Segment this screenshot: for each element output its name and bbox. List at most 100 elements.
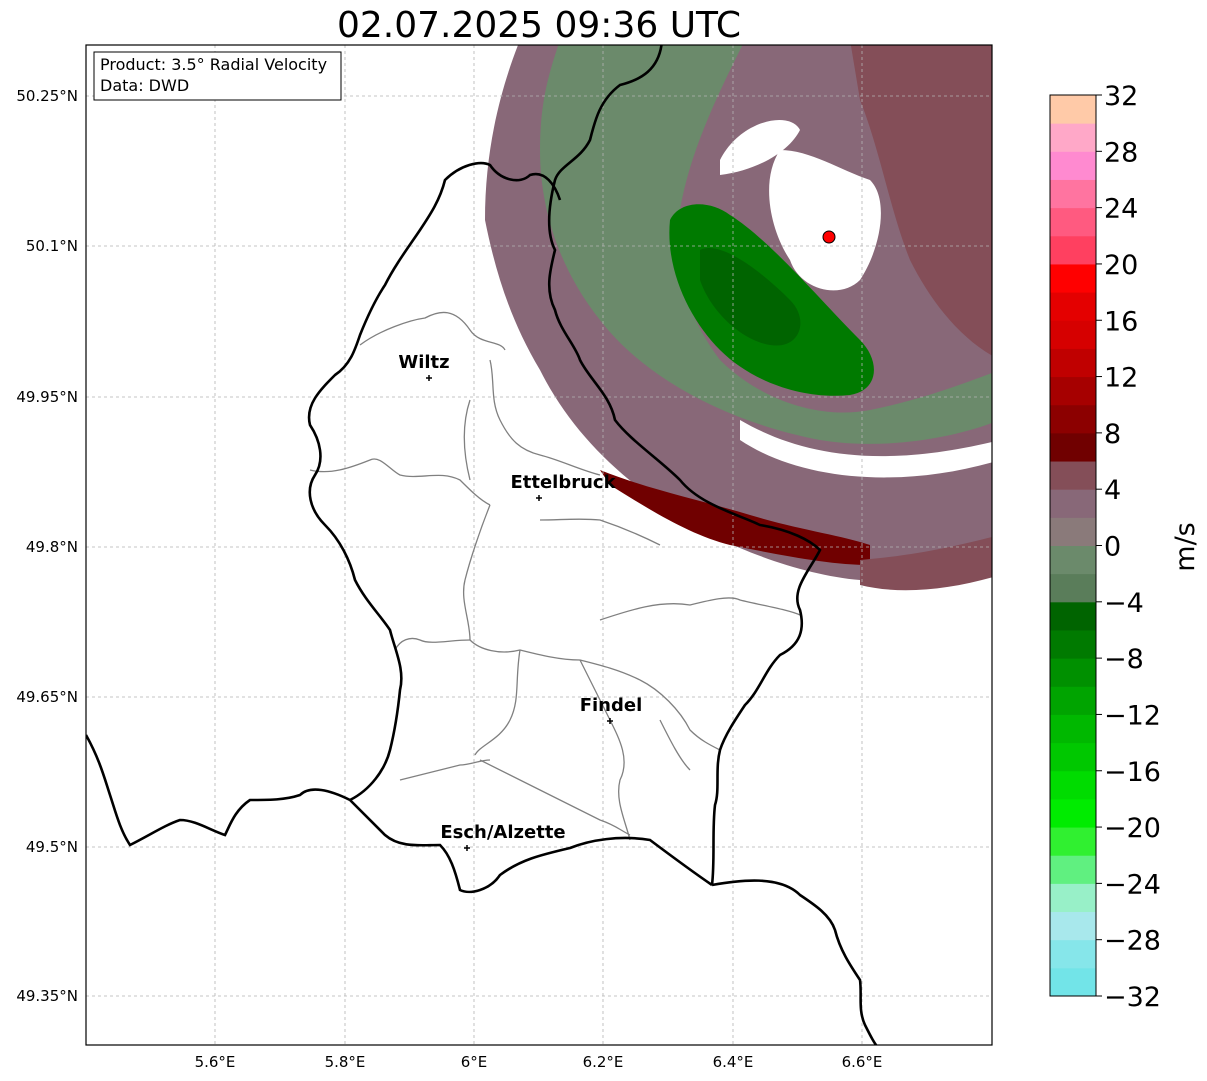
- colorbar-tick-label: −12: [1104, 700, 1161, 731]
- colorbar-swatch: [1050, 432, 1096, 462]
- colorbar-tick-label: 20: [1104, 250, 1138, 281]
- radar-echo-receding-ne: [850, 45, 992, 356]
- colorbar-swatch: [1050, 489, 1096, 518]
- city-markers: Wiltz Ettelbruck Findel Esch/Alzette: [398, 352, 642, 851]
- canton-borders: [309, 311, 801, 841]
- colorbar-swatch: [1050, 263, 1096, 293]
- colorbar-swatch: [1050, 911, 1096, 941]
- city-marker-icon: [464, 845, 470, 851]
- gridlines: [86, 45, 992, 1045]
- radar-echo-receding-strong: [600, 470, 870, 565]
- colorbar-tick-label: −24: [1104, 869, 1161, 900]
- colorbar-swatch: [1050, 348, 1096, 378]
- colorbar: 32 28 24 20 16 12 8 4 0 −4 −8 −12 −16 −20 −24 −28 −32 m/…: [1049, 81, 1201, 1013]
- colorbar-swatch: [1050, 95, 1096, 124]
- city-wiltz: Wiltz: [398, 352, 450, 381]
- lat-tick: 49.8°N: [26, 538, 78, 556]
- colorbar-tick-label: 12: [1104, 363, 1138, 394]
- lat-tick: 49.5°N: [26, 838, 78, 856]
- lat-tick: 50.25°N: [16, 87, 78, 105]
- colorbar-swatch: [1050, 545, 1096, 575]
- colorbar-swatch: [1050, 855, 1096, 884]
- radar-site-marker: [822, 230, 836, 244]
- info-box: Product: 3.5° Radial Velocity Data: DWD: [93, 51, 342, 101]
- colorbar-swatch: [1050, 207, 1096, 237]
- lon-tick: 6°E: [461, 1053, 488, 1071]
- info-box-frame: [93, 51, 342, 101]
- radar-echo-approaching-light: [540, 45, 992, 444]
- radar-echo-layer: [485, 45, 992, 591]
- colorbar-tick-label: −32: [1104, 982, 1161, 1013]
- radar-gap-ring: [740, 420, 992, 478]
- city-label: Ettelbruck: [510, 472, 616, 493]
- city-marker-icon: [607, 718, 613, 724]
- info-product: Product: 3.5° Radial Velocity: [100, 55, 327, 74]
- lon-tick-labels: 5.6°E 5.8°E 6°E 6.2°E 6.4°E 6.6°E: [195, 1053, 883, 1071]
- colorbar-swatch: [1050, 292, 1096, 321]
- colorbar-swatch: [1050, 151, 1096, 180]
- colorbar-tick-label: −4: [1104, 588, 1144, 619]
- colorbar-swatch: [1050, 714, 1096, 744]
- radar-echo-receding-se: [860, 536, 992, 591]
- national-borders: [86, 45, 878, 1045]
- map-content: Wiltz Ettelbruck Findel Esch/Alzette: [86, 45, 992, 1045]
- colorbar-tick-label: 28: [1104, 137, 1138, 168]
- lon-tick: 6.4°E: [713, 1053, 754, 1071]
- city-marker-icon: [426, 375, 432, 381]
- colorbar-swatch: [1050, 770, 1096, 800]
- colorbar-tick-label: 8: [1104, 419, 1121, 450]
- city-label: Esch/Alzette: [440, 822, 565, 843]
- colorbar-tick-label: −28: [1104, 926, 1161, 957]
- colorbar-swatches: [1050, 95, 1096, 997]
- map-title: 02.07.2025 09:36 UTC: [337, 5, 741, 46]
- city-ettelbruck: Ettelbruck: [510, 472, 617, 501]
- lat-tick: 50.1°N: [26, 237, 78, 255]
- colorbar-tick-label: −16: [1104, 757, 1161, 788]
- colorbar-swatch: [1050, 404, 1096, 434]
- lon-tick: 6.6°E: [842, 1053, 883, 1071]
- colorbar-swatch: [1050, 967, 1096, 997]
- info-source: Data: DWD: [100, 76, 189, 95]
- colorbar-swatch: [1050, 939, 1096, 969]
- colorbar-swatch: [1050, 742, 1096, 772]
- colorbar-swatch: [1050, 517, 1096, 546]
- colorbar-swatch: [1050, 320, 1096, 349]
- colorbar-tick-label: −8: [1104, 644, 1144, 675]
- colorbar-unit-label: m/s: [1170, 522, 1201, 571]
- lon-tick: 6.2°E: [583, 1053, 624, 1071]
- lon-tick: 5.8°E: [325, 1053, 366, 1071]
- colorbar-swatch: [1050, 461, 1096, 490]
- colorbar-swatch: [1050, 798, 1096, 828]
- colorbar-tick-label: −20: [1104, 813, 1161, 844]
- lat-tick: 49.35°N: [16, 987, 78, 1005]
- colorbar-tick-label: 32: [1104, 81, 1138, 112]
- colorbar-swatch: [1050, 883, 1096, 913]
- lon-tick: 5.6°E: [195, 1053, 236, 1071]
- colorbar-tick-label: 16: [1104, 306, 1138, 337]
- colorbar-swatch: [1050, 827, 1096, 856]
- colorbar-swatch: [1050, 376, 1096, 406]
- city-findel: Findel: [580, 695, 643, 724]
- colorbar-swatch: [1050, 601, 1096, 631]
- colorbar-swatch: [1050, 123, 1096, 152]
- colorbar-ticks: 32 28 24 20 16 12 8 4 0 −4 −8 −12 −16 −20 −24 −28 −32: [1096, 81, 1161, 1013]
- lat-tick: 49.65°N: [16, 688, 78, 706]
- map-frame: [85, 44, 993, 1046]
- colorbar-tick-label: 24: [1104, 194, 1138, 225]
- city-marker-icon: [536, 495, 542, 501]
- city-label: Wiltz: [398, 352, 449, 373]
- colorbar-swatch: [1050, 658, 1096, 687]
- colorbar-swatch: [1050, 573, 1096, 603]
- radar-gap-center: [769, 150, 881, 291]
- lat-tick-labels: 50.25°N 50.1°N 49.95°N 49.8°N 49.65°N 49…: [16, 87, 78, 1005]
- radar-echo-approaching-core: [700, 248, 801, 346]
- radar-gap-north: [720, 120, 800, 175]
- city-label: Findel: [580, 695, 643, 716]
- colorbar-tick-label: 0: [1104, 532, 1121, 563]
- colorbar-tick-label: 4: [1104, 475, 1121, 506]
- colorbar-swatch: [1050, 179, 1096, 209]
- colorbar-swatch: [1050, 235, 1096, 265]
- colorbar-swatch: [1050, 629, 1096, 659]
- colorbar-swatch: [1050, 686, 1096, 715]
